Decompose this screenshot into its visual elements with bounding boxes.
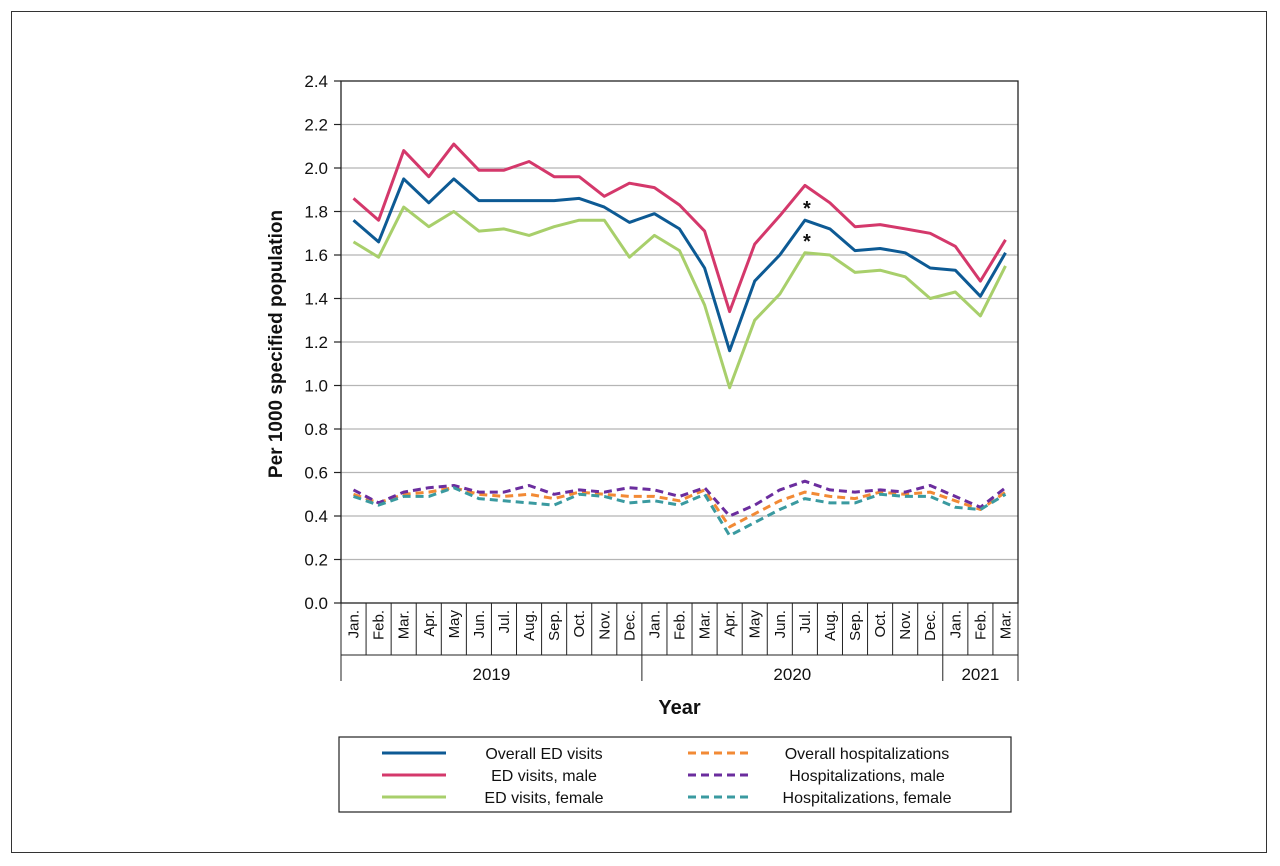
legend: Overall ED visits ED visits, male ED visit… bbox=[338, 736, 1012, 813]
y-tick-label: 2.2 bbox=[304, 116, 328, 135]
series-line-hospitalizations-male bbox=[352, 479, 1007, 518]
x-tick-label: Jan. bbox=[947, 610, 964, 638]
x-tick-label: Sep. bbox=[546, 610, 563, 641]
legend-box bbox=[338, 736, 1012, 813]
legend-label: Overall hospitalizations bbox=[785, 746, 950, 763]
year-group-label: 2020 bbox=[773, 665, 811, 684]
x-tick-label: Dec. bbox=[621, 610, 638, 641]
x-tick-label: Feb. bbox=[371, 610, 388, 640]
y-tick-label: 2.4 bbox=[304, 72, 328, 91]
x-tick-label: Nov. bbox=[897, 610, 914, 640]
x-axis-label: Year bbox=[658, 697, 700, 719]
y-tick-label: 1.2 bbox=[304, 333, 328, 352]
plot-area-frame bbox=[340, 80, 1019, 604]
significance-asterisk: * bbox=[803, 231, 811, 253]
legend-label: ED visits, male bbox=[491, 768, 597, 785]
y-tick-label: 1.0 bbox=[304, 377, 328, 396]
y-tick-label: 1.8 bbox=[304, 203, 328, 222]
y-axis-label: Per 1000 specified population bbox=[266, 210, 287, 478]
series-lines bbox=[352, 142, 1007, 538]
x-tick-label: Jul. bbox=[797, 610, 814, 633]
y-tick-label: 0.8 bbox=[304, 420, 328, 439]
x-tick-label: Oct. bbox=[571, 610, 588, 638]
y-tick-label: 1.6 bbox=[304, 246, 328, 265]
x-tick-label: Feb. bbox=[972, 610, 989, 640]
line-chart: 0.00.20.40.60.81.01.21.41.61.82.02.22.4 … bbox=[266, 72, 1019, 813]
x-tick-label: Sep. bbox=[847, 610, 864, 641]
x-tick-label: May bbox=[446, 610, 463, 639]
y-axis-ticks: 0.0 0.2 0.4 0.6 0.8 1.0 1.2 1.4 1.6 1.8 2.0 2.2 2.4 bbox=[304, 72, 341, 613]
year-group-label: 2019 bbox=[473, 665, 511, 684]
x-tick-label: Mar. bbox=[997, 610, 1014, 639]
x-tick-label: Jul. bbox=[496, 610, 513, 633]
x-tick-label: Apr. bbox=[722, 610, 739, 637]
y-tick-label: 0.6 bbox=[304, 464, 328, 483]
x-axis-categories: Jan. Feb. Mar. Apr. May Jun. Jul. Aug. Sep. Oct. N… bbox=[340, 603, 1019, 656]
x-tick-label: Jun. bbox=[772, 610, 789, 638]
series-line-overall-hospitalizations bbox=[353, 486, 1007, 529]
y-tick-label: 0.2 bbox=[304, 551, 328, 570]
series-line-hospitalizations-female bbox=[353, 486, 1007, 538]
y-tick-label: 0.0 bbox=[304, 594, 328, 613]
y-tick-label: 1.4 bbox=[304, 290, 328, 309]
year-group-label: 2021 bbox=[961, 665, 999, 684]
x-tick-label: Jan. bbox=[346, 610, 363, 638]
x-tick-label: Apr. bbox=[421, 610, 438, 637]
x-tick-label: Mar. bbox=[697, 610, 714, 639]
x-tick-label: Jun. bbox=[471, 610, 488, 638]
x-tick-label: Oct. bbox=[872, 610, 889, 638]
significance-asterisk: * bbox=[803, 198, 811, 220]
x-tick-label: Dec. bbox=[922, 610, 939, 641]
gridlines bbox=[341, 123, 1018, 561]
x-tick-label: May bbox=[747, 610, 764, 639]
x-tick-label: Aug. bbox=[521, 610, 538, 641]
series-line-ed-visits-female bbox=[352, 205, 1007, 390]
legend-label: ED visits, female bbox=[484, 790, 603, 807]
y-tick-label: 0.4 bbox=[304, 507, 328, 526]
legend-label: Overall ED visits bbox=[485, 746, 602, 763]
x-tick-label: Feb. bbox=[672, 610, 689, 640]
x-tick-label: Mar. bbox=[396, 610, 413, 639]
series-line-overall-ed-visits bbox=[352, 177, 1007, 353]
x-axis-year-groups: 2019 2020 2021 bbox=[340, 655, 1019, 684]
x-tick-label: Nov. bbox=[596, 610, 613, 640]
y-tick-label: 2.0 bbox=[304, 159, 328, 178]
annotations: ** bbox=[803, 198, 811, 253]
legend-label: Hospitalizations, female bbox=[783, 790, 952, 807]
legend-label: Hospitalizations, male bbox=[789, 768, 945, 785]
figure-frame: 0.0 0.2 0.4 0.6 0.8 1.0 1.2 1.4 1.6 1.8 2.0 2.2 2.4 … bbox=[11, 11, 1267, 853]
series-line-ed-visits-male bbox=[352, 142, 1007, 314]
x-tick-label: Aug. bbox=[822, 610, 839, 641]
x-tick-label: Jan. bbox=[646, 610, 663, 638]
